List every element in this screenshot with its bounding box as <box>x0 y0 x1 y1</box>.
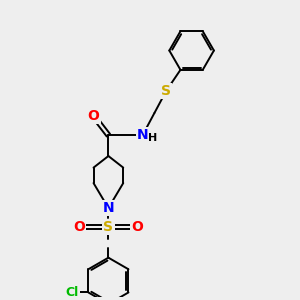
Text: O: O <box>132 220 143 234</box>
Text: Cl: Cl <box>65 286 79 299</box>
Text: N: N <box>103 201 114 215</box>
Text: O: O <box>88 109 100 123</box>
Text: S: S <box>103 220 113 234</box>
Text: S: S <box>161 84 171 98</box>
Text: O: O <box>73 220 85 234</box>
Text: N: N <box>137 128 148 142</box>
Text: H: H <box>148 133 158 143</box>
